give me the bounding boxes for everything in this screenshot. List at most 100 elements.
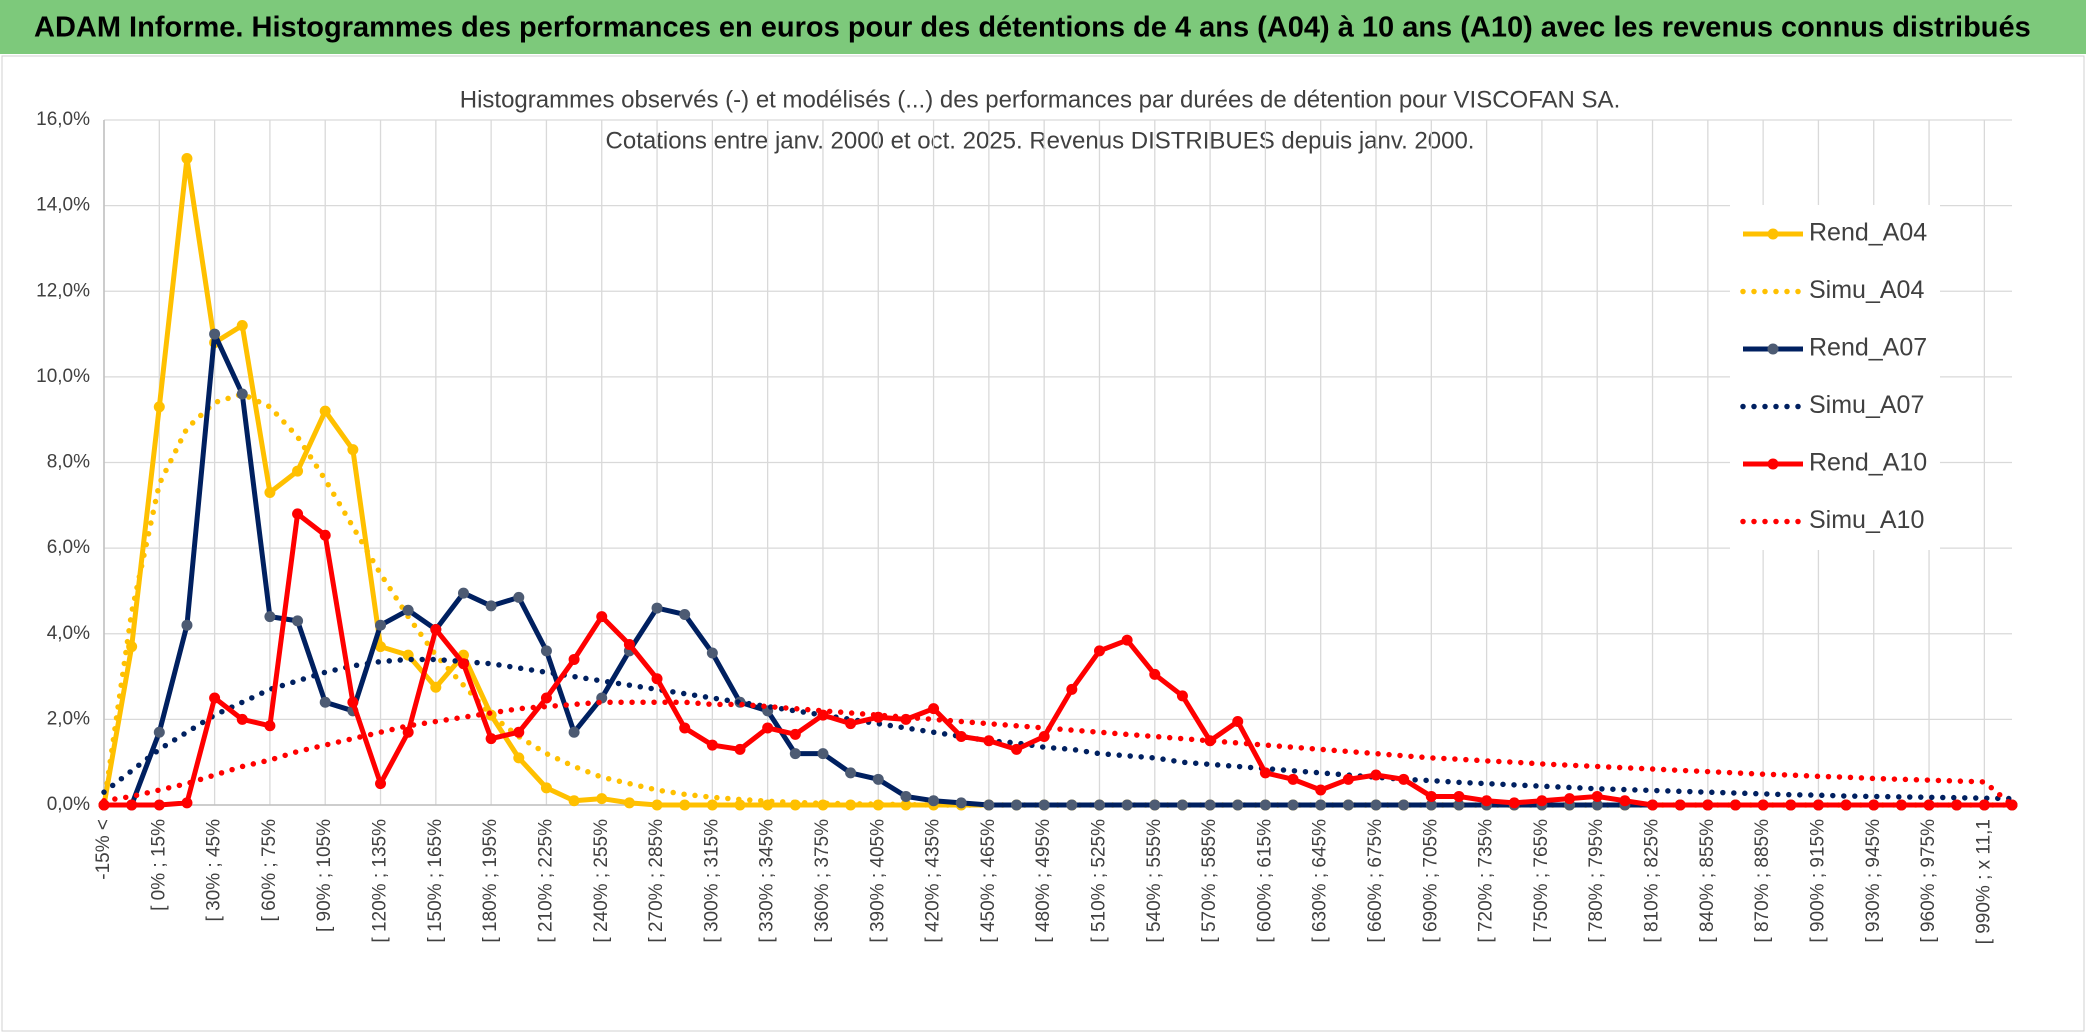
x-tick-label: [ 930% ; 945% [1863, 819, 1884, 943]
series-line [101, 656, 2015, 802]
y-tick-label: 12,0% [36, 280, 90, 301]
series-marker [1398, 799, 1410, 811]
series-marker [651, 673, 663, 685]
series-marker [1011, 799, 1023, 811]
series-marker [457, 587, 469, 599]
series-marker [1011, 743, 1023, 755]
series-marker [1232, 716, 1244, 728]
series-marker [568, 653, 580, 665]
x-tick-label: [ 750% ; 765% [1531, 819, 1552, 943]
series-marker [817, 748, 829, 760]
series-marker [1895, 799, 1907, 811]
x-tick-label: [ 240% ; 255% [591, 819, 612, 943]
chart-subtitle: Cotations entre janv. 2000 et oct. 2025.… [606, 127, 1475, 154]
series-marker [789, 748, 801, 760]
legend-marker [1767, 458, 1779, 470]
series-marker [1315, 784, 1327, 796]
x-tick-label: [ 390% ; 405% [867, 819, 888, 943]
series-marker [292, 465, 304, 477]
series-marker [596, 793, 608, 805]
series-marker [1591, 799, 1603, 811]
x-tick-label: [ 840% ; 855% [1697, 819, 1718, 943]
series-marker [153, 726, 165, 738]
series-marker [513, 591, 525, 603]
series-marker [402, 604, 414, 616]
series-marker [1370, 769, 1382, 781]
y-tick-label: 10,0% [36, 366, 90, 387]
series-marker [513, 752, 525, 764]
x-tick-label: [ 270% ; 285% [646, 819, 667, 943]
x-tick-label: [ 870% ; 885% [1752, 819, 1773, 943]
series-marker [928, 795, 940, 807]
x-tick-label: [ 0% ; 15% [148, 819, 169, 911]
x-tick-label: [ 540% ; 555% [1144, 819, 1165, 943]
x-tick-label: [ 180% ; 195% [480, 819, 501, 943]
legend-label: Simu_A07 [1809, 391, 1924, 419]
series-marker [1702, 799, 1714, 811]
series-marker [98, 799, 110, 811]
series-marker [1038, 731, 1050, 742]
series-marker [181, 797, 193, 809]
x-tick-label: [ 780% ; 795% [1586, 819, 1607, 943]
x-tick-label: [ 810% ; 825% [1642, 819, 1663, 943]
series-marker [734, 799, 746, 811]
series-marker [540, 782, 552, 794]
series-marker [430, 623, 442, 635]
series-marker [596, 611, 608, 623]
series-marker [679, 799, 691, 811]
series-marker [1591, 790, 1603, 802]
series-marker [264, 720, 276, 732]
series-marker [485, 600, 497, 612]
series-marker [1176, 690, 1188, 702]
series-marker [1204, 799, 1216, 811]
series-marker [1066, 799, 1078, 811]
series-marker [1342, 773, 1354, 785]
legend-marker [1767, 343, 1779, 355]
series-marker [1038, 799, 1050, 811]
series-marker [1149, 668, 1161, 680]
x-tick-label: [ 990% ; x 11,1 [1973, 819, 1994, 944]
series-marker [1757, 799, 1769, 811]
x-tick-label: [ 960% ; 975% [1918, 819, 1939, 943]
series-marker [1674, 799, 1686, 811]
x-tick-label: [ 450% ; 465% [978, 819, 999, 943]
y-tick-label: 0,0% [47, 794, 90, 815]
series-marker [900, 790, 912, 802]
series-marker [1232, 799, 1244, 811]
y-tick-label: 2,0% [47, 708, 90, 729]
series-marker [845, 767, 857, 779]
series-marker [1315, 799, 1327, 811]
x-tick-label: -15% < [93, 819, 114, 880]
series-marker [264, 611, 276, 623]
series-marker [1287, 799, 1299, 811]
x-tick-label: [ 30% ; 45% [204, 819, 225, 922]
series-marker [292, 508, 304, 520]
series-marker [983, 799, 995, 811]
series-marker [236, 713, 248, 725]
series-marker [1978, 799, 1990, 811]
series-marker [457, 658, 469, 670]
x-tick-label: [ 330% ; 345% [757, 819, 778, 943]
series-marker [375, 619, 387, 631]
header-bar [0, 0, 2086, 54]
series-marker [1564, 793, 1576, 805]
series-marker [1121, 799, 1133, 811]
y-tick-label: 14,0% [36, 195, 90, 216]
y-tick-label: 16,0% [36, 109, 90, 130]
series-marker [1287, 773, 1299, 785]
x-tick-label: [ 150% ; 165% [425, 819, 446, 943]
legend-label: Simu_A10 [1809, 506, 1924, 534]
y-tick-label: 8,0% [47, 452, 90, 473]
series-line [101, 699, 2015, 808]
series-marker [1729, 799, 1741, 811]
series-marker [319, 696, 331, 708]
series-marker [485, 733, 497, 745]
series-marker [1951, 799, 1963, 811]
series-marker [651, 602, 663, 614]
x-tick-label: [ 120% ; 135% [370, 819, 391, 943]
series-marker [568, 795, 580, 807]
series-marker [1425, 790, 1437, 802]
legend-label: Rend_A04 [1809, 219, 1927, 247]
series-marker [955, 731, 967, 742]
